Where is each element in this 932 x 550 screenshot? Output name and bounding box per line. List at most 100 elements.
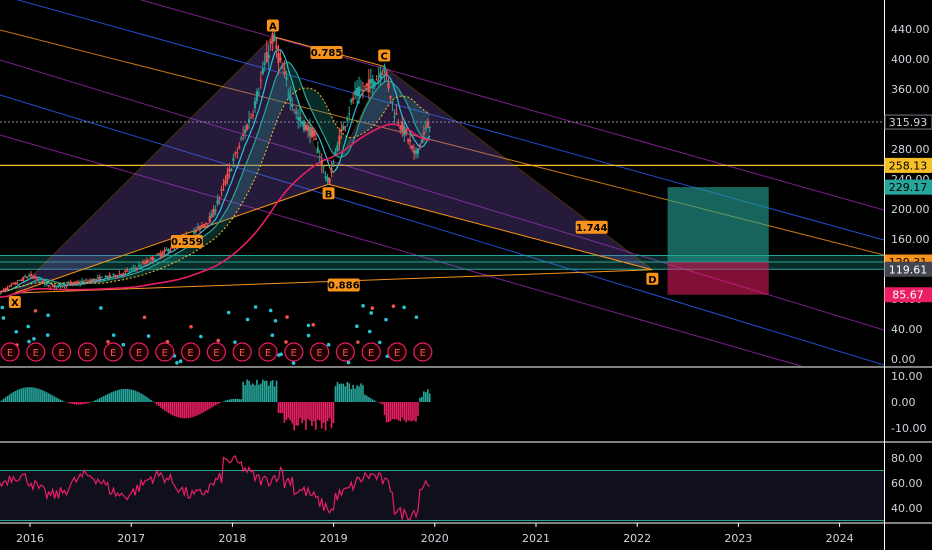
candle [4,287,7,293]
candle [295,106,298,120]
volume-dot [414,315,419,319]
candle [312,127,315,141]
candle-body [45,283,48,285]
candle [381,69,384,76]
candle-body [244,129,247,134]
candle [238,141,241,150]
candle [340,122,343,140]
candle-body [245,125,249,130]
candle-body [342,125,345,131]
candle-body [130,269,133,271]
candle [251,109,255,120]
candle [385,69,388,81]
candle-body [220,189,223,191]
candle [45,280,48,287]
earnings-label: E [420,348,426,359]
candle [104,275,107,278]
ratio-text: 1.744 [576,223,608,234]
candle [244,124,247,139]
volume-dot [384,317,388,322]
pattern-point-d: D [646,272,659,286]
candle-body [204,223,207,225]
candle-body [134,268,137,270]
candle-body [299,116,302,122]
candle [253,97,257,113]
candle [220,185,223,197]
candle [49,286,52,290]
earnings-marker: E [258,342,278,362]
candle-body [236,151,239,153]
earnings-label: E [187,348,193,359]
candle [116,275,119,279]
candle [338,127,341,151]
candle-body [14,282,17,285]
candle [304,122,308,132]
pattern-point-badge [8,296,21,308]
candle [426,118,429,129]
candle-body [352,97,355,100]
candle-body [234,152,237,154]
candle-body [165,249,168,251]
candle [216,194,219,207]
candle-body [424,128,427,130]
candle-body [228,168,231,173]
candle [106,275,109,280]
candle-body [304,124,308,130]
candle-body [88,280,92,282]
volume-dot [46,313,50,318]
candle-body [116,275,119,277]
time-tick-label: 2023 [724,532,752,545]
pattern-point-label: B [325,189,333,200]
candle [322,164,325,174]
volume-dot [111,333,116,337]
candle-body [397,122,400,124]
earnings-circle [335,342,355,362]
candle [33,273,37,280]
candle [102,279,105,281]
ratio-text: 0.559 [171,237,203,248]
volume-dot [199,334,203,339]
candle [232,153,235,168]
earnings-label: E [110,348,116,359]
histogram-pane[interactable] [0,379,431,431]
candle-body [202,224,205,227]
candle [18,279,21,282]
candle [291,97,294,112]
candle-body [41,280,44,284]
candle-body [375,79,378,81]
candle [412,144,416,161]
candle-body [75,281,78,283]
candle-body [293,109,296,111]
price-tag-bg [884,179,932,195]
candle-body [8,285,11,287]
pattern-point-x: X [8,296,21,309]
candle [389,95,392,101]
earnings-label: E [162,348,168,359]
earnings-circle [129,342,149,362]
price-axis[interactable]: 440.00400.00360.00320.00280.00240.00200.… [884,23,932,515]
earnings-circle [232,342,252,362]
candle-body [259,79,262,81]
ma-mid-line [0,61,430,293]
candle-body [161,252,164,256]
candle-body [387,82,390,89]
candle [16,279,19,286]
volume-dot [284,340,288,344]
candle [82,279,86,285]
candle-body [22,277,25,281]
rsi-pane[interactable] [0,454,884,521]
candle [39,281,42,284]
candle [359,79,363,93]
candle-body [194,230,198,233]
candle [334,148,337,157]
candle-body [322,166,325,168]
candle [145,257,149,265]
candle-body [59,283,62,287]
candle [355,80,359,106]
time-tick-label: 2019 [320,532,348,545]
candle-body [49,288,52,290]
candle-body [285,77,288,80]
time-axis[interactable]: 2016 2017 2018 2019 2020 2021 2022 2023 2024 [16,523,854,545]
price-pane[interactable]: X A B C D 0.785 0.559 1.744 0.886 E E E E E E E E E E E E E E E… [0,0,884,390]
candle-body [399,126,402,129]
